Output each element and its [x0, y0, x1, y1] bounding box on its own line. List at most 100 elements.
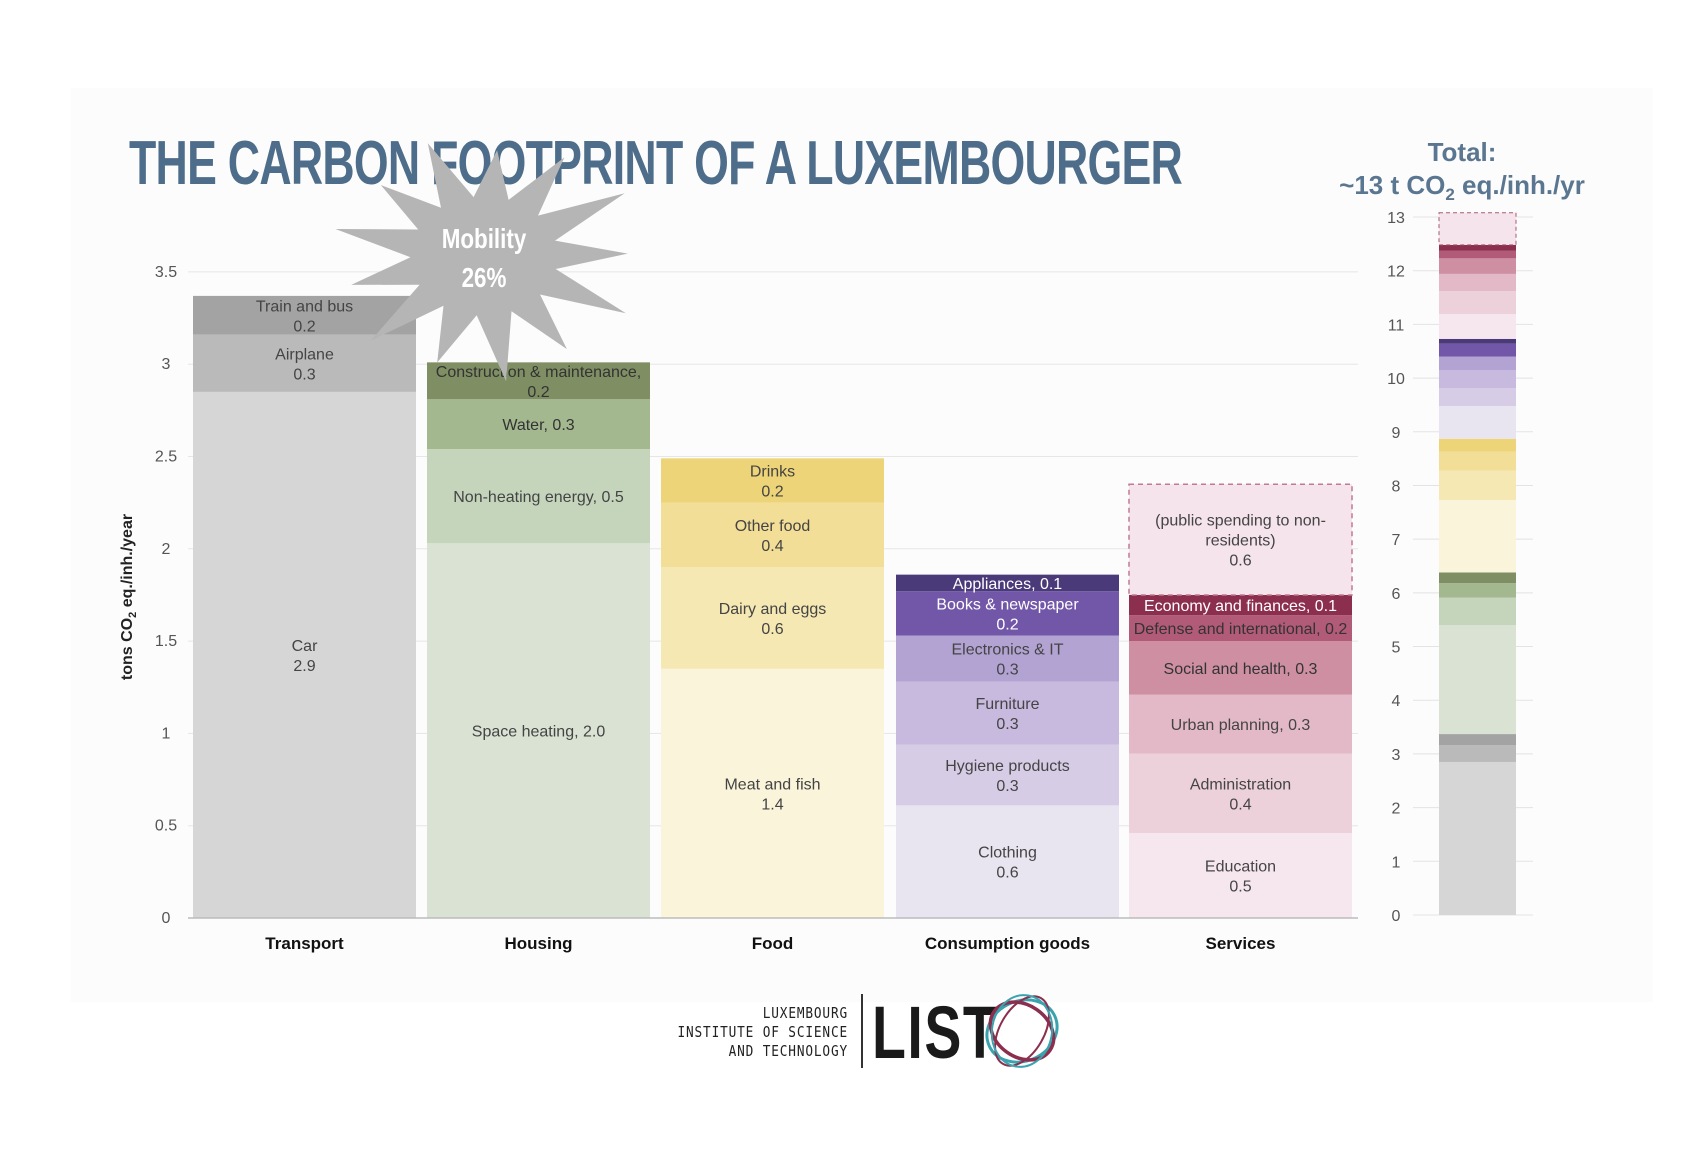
total-y-tick-label: 2	[1392, 801, 1401, 818]
total-y-tick-label: 9	[1392, 425, 1401, 442]
total-bar-segment	[1439, 250, 1516, 259]
logo-line-3: AND TECHNOLOGY	[728, 1042, 848, 1060]
segment-label: 0.4	[1229, 796, 1251, 813]
bar-consumption-goods: Clothing 0.6 Hygiene products 0.3 Furniture 0…	[896, 574, 1119, 918]
bar-segment	[1129, 641, 1352, 695]
bar-segment	[1128, 483, 1353, 596]
total-bar-segment	[1439, 258, 1516, 274]
category-label: Food	[752, 934, 794, 953]
segment-label: Airplane	[275, 346, 334, 363]
total-bar-segment	[1439, 314, 1516, 339]
segment-label: Other food	[735, 518, 811, 535]
segment-label: Dairy and eggs	[719, 601, 827, 618]
bar-segment	[193, 391, 416, 918]
bar-services: Education 0.5 Administration 0.4 Urban plann…	[1128, 483, 1353, 918]
total-bar-segment	[1439, 745, 1516, 762]
bar-segment	[896, 681, 1119, 745]
bar-segment	[661, 458, 884, 503]
total-bar-segment	[1439, 583, 1516, 598]
y-tick-label: 3.5	[155, 264, 177, 281]
segment-label: Hygiene products	[945, 758, 1070, 775]
bar-segment	[427, 449, 650, 544]
total-y-tick-label: 11	[1388, 317, 1405, 334]
y-axis-label-sub: 2	[127, 611, 140, 618]
total-bar-segment	[1439, 356, 1516, 371]
y-tick-label: 3	[162, 356, 171, 373]
category-label: Consumption goods	[925, 934, 1090, 953]
total-heading: Total:	[1427, 137, 1497, 167]
chart-title: THE CARBON FOOTPRINT OF A LUXEMBOURGER	[129, 129, 1183, 198]
total-bar-segment	[1439, 597, 1516, 626]
segment-label: 0.5	[1229, 879, 1251, 896]
logo-institute-name: LUXEMBOURG INSTITUTE OF SCIENCE AND TECH…	[671, 1004, 848, 1061]
bar-segment	[1129, 594, 1352, 616]
logo-wordmark: LIST	[872, 991, 999, 1074]
bar-housing: Space heating, 2.0 Non-heating energy, 0.…	[427, 362, 650, 918]
total-bar-segment	[1439, 572, 1516, 584]
segment-label: Social and health, 0.3	[1164, 661, 1318, 678]
segment-label: Car	[292, 638, 318, 655]
total-bar-segment	[1439, 470, 1516, 500]
total-value-text: ~13 t CO	[1339, 170, 1446, 200]
total-y-tick-label: 12	[1387, 264, 1405, 281]
total-bar-segment	[1439, 370, 1516, 389]
total-bar-segment	[1439, 734, 1516, 746]
segment-label: Construction & maintenance,	[436, 364, 641, 381]
bar-segment	[1129, 753, 1352, 834]
y-axis-label: tons CO2 eq./inh./year	[119, 514, 139, 680]
total-y-tick-label: 7	[1392, 532, 1401, 549]
y-tick-label: 1	[162, 725, 171, 742]
total-bar-segment	[1439, 338, 1516, 344]
segment-label: Defense and international, 0.2	[1134, 621, 1348, 638]
logo-line-2: INSTITUTE OF SCIENCE	[677, 1023, 848, 1041]
category-label: Services	[1206, 934, 1276, 953]
bar-segment	[661, 668, 884, 918]
segment-label: 0.4	[761, 538, 783, 555]
segment-label: Water, 0.3	[502, 417, 574, 434]
segment-label: 0.2	[527, 384, 549, 401]
total-bar-segment	[1439, 343, 1516, 357]
total-y-tick-label: 6	[1392, 586, 1401, 603]
total-y-tick-label: 10	[1387, 371, 1405, 388]
logo-rings-icon	[985, 994, 1059, 1068]
total-bar-segment	[1439, 761, 1516, 915]
bar-segment	[1129, 694, 1352, 754]
segment-label: Economy and finances, 0.1	[1144, 598, 1337, 615]
segment-label: 0.3	[996, 778, 1018, 795]
bar-segment	[661, 502, 884, 568]
logo-divider	[861, 994, 863, 1068]
segment-label: Drinks	[750, 463, 795, 480]
y-tick-label: 2	[162, 541, 171, 558]
total-y-tick-label: 4	[1392, 693, 1401, 710]
segment-label: Books & newspaper	[936, 596, 1079, 613]
starburst-percent: 26%	[462, 263, 507, 294]
segment-label: Non-heating energy, 0.5	[453, 489, 624, 506]
segment-label: 0.2	[761, 483, 783, 500]
y-tick-label: 0	[162, 910, 171, 927]
y-tick-label: 1.5	[155, 633, 177, 650]
total-value: ~13 t CO2 eq./inh./yr	[1312, 169, 1612, 211]
segment-label: 1.4	[761, 796, 783, 813]
segment-label: Urban planning, 0.3	[1171, 717, 1311, 734]
total-bar-segment	[1439, 625, 1516, 735]
segment-label: residents)	[1205, 533, 1275, 550]
bar-segment	[1129, 833, 1352, 918]
category-label: Housing	[505, 934, 573, 953]
bar-segment	[427, 543, 650, 918]
segment-label: Electronics & IT	[951, 642, 1063, 659]
total-value-sub: 2	[1445, 185, 1455, 205]
segment-label: Administration	[1190, 776, 1291, 793]
segment-label: 0.2	[996, 616, 1018, 633]
bar-food: Meat and fish 1.4 Dairy and eggs 0.6 Other f…	[661, 458, 884, 918]
bar-segment	[896, 635, 1119, 682]
starburst-shape	[335, 143, 628, 382]
segment-label: Meat and fish	[724, 776, 820, 793]
segment-label: 0.6	[761, 621, 783, 638]
segment-label: Space heating, 2.0	[472, 724, 606, 741]
bar-transport: Car 2.9 Airplane 0.3 Train and bus 0.2	[193, 295, 416, 918]
total-y-tick-label: 1	[1392, 854, 1401, 871]
total-y-tick-label: 13	[1387, 210, 1405, 227]
segment-label: Train and bus	[256, 298, 353, 315]
total-bar-segment	[1439, 273, 1516, 292]
